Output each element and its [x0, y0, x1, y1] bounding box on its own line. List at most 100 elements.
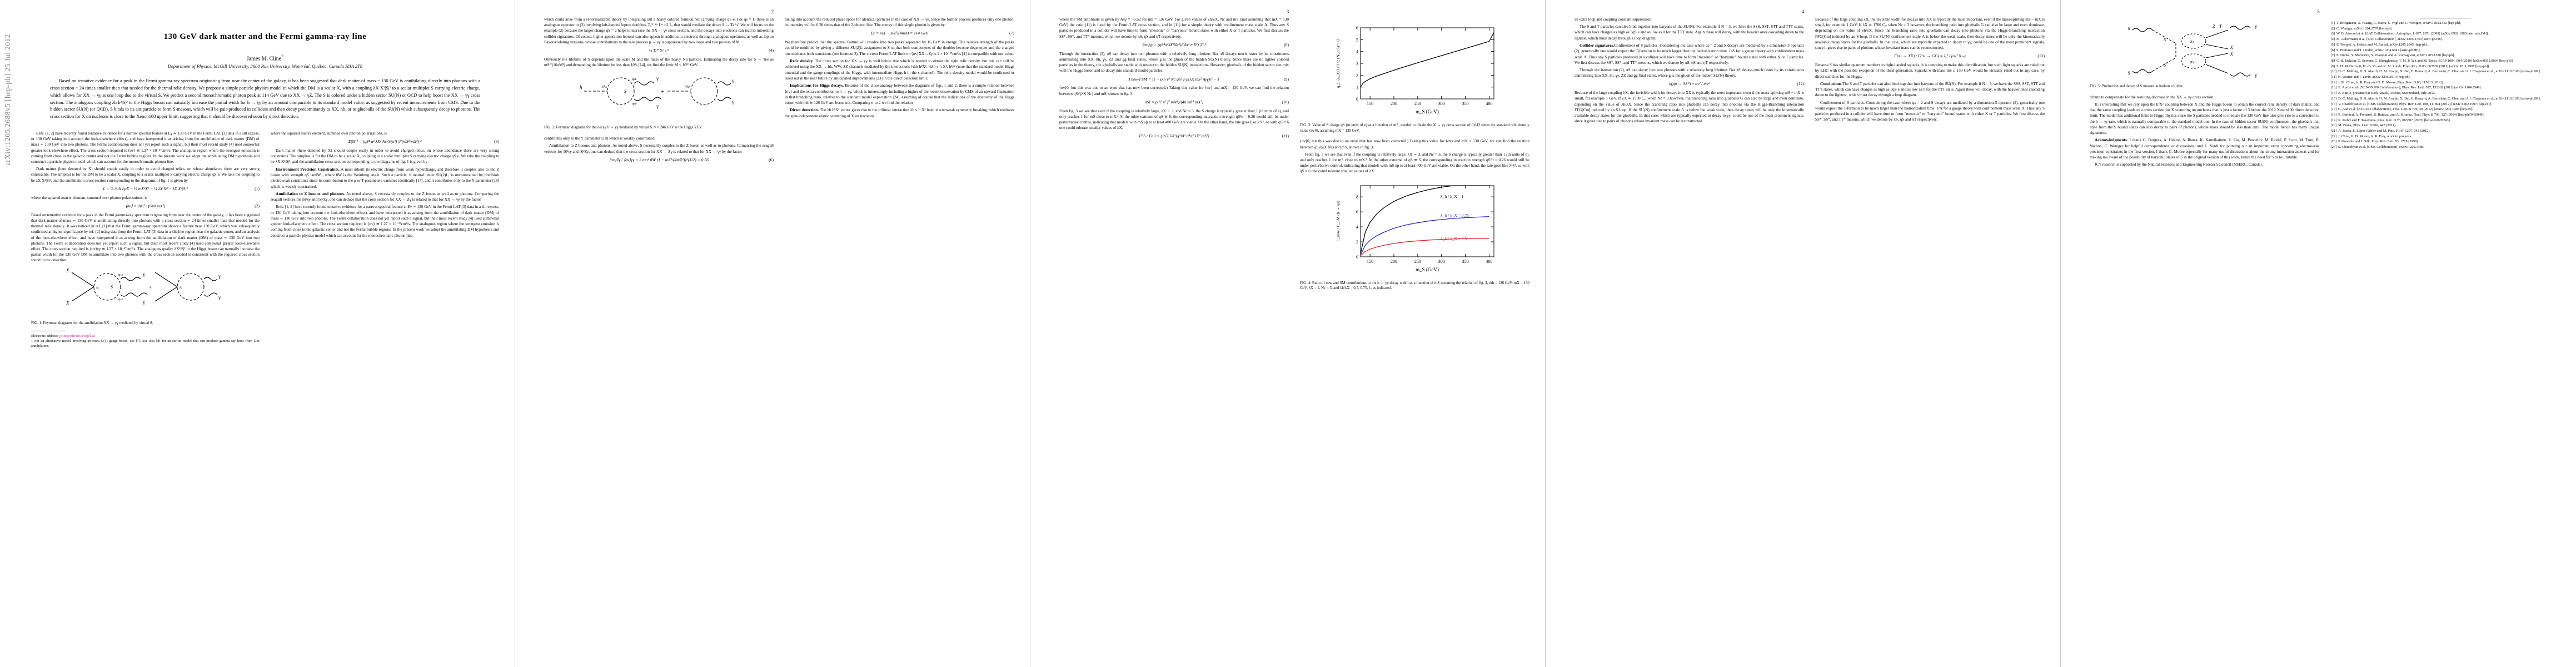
section-body: Annihilation to Z bosons and photons. As… — [544, 143, 774, 154]
paragraph: which could arise from a renormalizable … — [544, 17, 774, 44]
two-column-body: an extra loop and coupling constant supp… — [1575, 17, 2045, 126]
feynman-photon-label: γ — [731, 99, 734, 104]
svg-text:6: 6 — [1356, 210, 1358, 215]
paragraph: We therefore predict that the spectral f… — [785, 40, 1014, 56]
feynman-photon-label: γ — [731, 78, 734, 83]
reference-item: [15] D. C. Malling, D. S. Akerib, H. M. A… — [2331, 97, 2561, 102]
equation-body: σSI = (λh² v² f² mN⁴)/(4π mh⁴ mX²) — [1144, 99, 1204, 104]
collider-x-label: X — [2230, 45, 2234, 50]
paragraph: Collider signatures.Confinement of S par… — [1575, 43, 1804, 66]
collider-z-label: Z — [2213, 24, 2215, 29]
reference-item: [12] J. M. Cline, A. R. Frey and G. D. Mo… — [2331, 81, 2561, 86]
svg-text:0: 0 — [1356, 97, 1358, 102]
svg-text:350: 350 — [1462, 101, 1468, 106]
reference-item: [20] M. Frank, Phys. Lett. B 806, 447 (20… — [2331, 123, 2561, 128]
column-right: 150 200 250 300 350 400 0 1 2 3 4 5 6 m_S (GeV) q_S (λ… — [1300, 17, 1529, 296]
reference-item: [1] T. Bringmann, X. Huang, A. Ibarra, S.… — [2331, 21, 2561, 26]
reference-number: [11] — [2330, 75, 2336, 79]
svg-text:300: 300 — [1438, 101, 1444, 106]
abstract: Based on tentative evidence for a peak i… — [50, 78, 480, 120]
feynman-photon-label: γ — [142, 299, 145, 305]
reference-text: J. Cline, G. D. Moore, A. R. Frey, work … — [2338, 134, 2412, 138]
equation-13: Γ(πₛ → XX) / Γ(πₛ → GG) ≈ λₓ² / (αₛ² Nₘ)… — [1815, 53, 2045, 59]
figure-1-feynman-diagram: X X λₓ S qₛe qₛe γ γ + λₓ γ γ — [31, 267, 260, 318]
two-column-body: Refs. [1, 2] have recently found tentati… — [31, 131, 499, 349]
reference-number: [22] — [2330, 134, 2337, 138]
column-right: taking into account the reduced phase sp… — [785, 17, 1014, 121]
reference-text: T. Bringmann, X. Huang, A. Ibarra, S. Vo… — [2336, 21, 2461, 25]
paragraph: Annihilation to Z bosons and photons. As… — [271, 191, 499, 203]
svg-text:6: 6 — [1356, 26, 1358, 31]
paragraph: Refs. [1, 2] have recently found tentati… — [31, 131, 260, 165]
feynman-charge-label: qₛe — [632, 102, 637, 106]
paragraph: Annihilation to Z bosons and photons. As… — [544, 143, 774, 155]
reference-number: [5] — [2330, 42, 2335, 47]
figure-4-caption: FIG. 4: Ratio of new and SM contribution… — [1300, 281, 1529, 291]
author-text: James M. Cline — [246, 56, 282, 62]
reference-number: [23] — [2330, 140, 2337, 144]
section-heading: Acknowledgments. — [2095, 137, 2128, 143]
reference-text: S. Chatrchyan et al. [CMS Collaboration]… — [2338, 145, 2424, 150]
reference-text: D. C. Malling, D. S. Akerib, H. M. Arauj… — [2338, 96, 2541, 101]
affiliation: Department of Physics, McGill University… — [167, 63, 363, 69]
reference-number: [18] — [2330, 112, 2337, 117]
reference-item: [24] S. Chatrchyan et al. [CMS Collaborat… — [2331, 145, 2561, 150]
paragraph: tribute to compensate for the resulting … — [2090, 94, 2214, 99]
section-body: A must inherit its electric charge from … — [271, 167, 499, 189]
equation-3: Σ|M|² = (qS⁴ α² λX² Nc²)/(π²) |F(mS²/mX²… — [271, 139, 499, 145]
paragraph: ⟨σv⟩0, but this was due to an error that… — [1300, 139, 1529, 150]
equation-number: (9) — [1284, 76, 1289, 82]
reference-item: [13] E. Aprile et al. [XENON100 Collabora… — [2331, 86, 2561, 91]
section-body: The S and T particles can also bind toge… — [1815, 81, 2045, 98]
figure-5-caption: FIG. 5: Production and decay of S mesons… — [2090, 84, 2184, 88]
paragraph: Refs. [1, 2] have recently found tentati… — [271, 205, 499, 238]
svg-text:4: 4 — [1356, 49, 1358, 54]
feynman-photon-label: γ — [656, 76, 659, 81]
reference-text: C. Weniger, arXiv:1204.2797 [hep-ph]. — [2336, 26, 2393, 31]
paragraph: an extra loop and coupling constant supp… — [1575, 17, 1652, 22]
collider-photon-label: γ — [2254, 23, 2257, 29]
column-left: g g S S πₛ πₛ X X γ γ Z T — [2090, 17, 2320, 170]
reference-item: [9] S. D. McDermott, H. -B. Yu and K. M. … — [2331, 64, 2561, 69]
paragraph: Implications for Higgs decays. Because o… — [785, 83, 1014, 106]
paragraph: where the squared matrix element, summed… — [31, 195, 147, 200]
svg-text:300: 300 — [1438, 259, 1444, 264]
feynman-plus-sign: + — [148, 284, 152, 291]
paragraph: Conclusions.The S and T particles can al… — [1815, 81, 2045, 98]
svg-text:λ_h / λ_X = 0.5: λ_h / λ_X = 0.5 — [1441, 236, 1467, 241]
email-link[interactable]: jcline@physics.mcgill.ca — [59, 334, 95, 339]
svg-text:150: 150 — [1367, 259, 1373, 264]
equation-body: ΓSS / Γall = (2√T λX²)/(9Λ² q⁴α² λX² mS²… — [1139, 133, 1209, 139]
svg-text:8: 8 — [1356, 195, 1358, 200]
svg-text:2: 2 — [1356, 73, 1358, 78]
feynman-vertex-label: vλₕ — [685, 84, 690, 89]
figure-3-caption: FIG. 3: Value of S charge qS (in units o… — [1300, 123, 1529, 133]
equation-12: σ(pp → SS*) ≈ αₛ² / mₛ² (12) — [1575, 81, 1804, 87]
feynman-vertex-label: λₓ — [179, 285, 182, 290]
reference-item: [19] K. Kohri and F. Takayama, Phys. Rev.… — [2331, 118, 2561, 123]
reference-number: [7] — [2330, 53, 2335, 58]
svg-text:150: 150 — [1367, 101, 1373, 106]
equation-body: ⟨σv⟩γγ = (qS⁴α²λX²Nc²)/(4π³ mX²) |F|² — [1142, 42, 1206, 47]
reference-text: R. Barbieri, A. Pomarol, R. Rattazzi and… — [2338, 112, 2485, 117]
section-heading: Collider signatures. — [1580, 42, 1615, 48]
svg-text:350: 350 — [1462, 259, 1468, 264]
equation-number: (11) — [1282, 133, 1289, 139]
reference-number: [6] — [2330, 48, 2335, 52]
page-number: 2 — [771, 9, 774, 14]
paragraph: Because of the large coupling λX, the in… — [1575, 91, 1804, 124]
svg-text:q_S (λ_X/3)^1/2 (N_c/3)^1/2: q_S (λ_X/3)^1/2 (N_c/3)^1/2 — [1336, 38, 1341, 88]
reference-number: [13] — [2330, 86, 2337, 90]
paragraph: contributes only to the Y parameter [18]… — [544, 136, 656, 141]
reference-text: E. Aprile et al. [XENON100 Collaboration… — [2338, 86, 2482, 90]
reference-item: [8] C. B. Jackson, G. Servant, G. Shaughn… — [2331, 59, 2561, 64]
reference-number: [14] — [2330, 91, 2337, 96]
page-3: 3 where the SM amplitude is given by Aγγ… — [1030, 0, 1546, 667]
svg-text:0: 0 — [1356, 255, 1358, 260]
section-body: The λh h²X² vertex gives rise to the tri… — [785, 108, 1014, 118]
paragraph: Because S has similar quantum numbers to… — [1815, 63, 2045, 79]
equation-body: L = ½ ∂μX ∂μX − ½ mX²X² − ¼ λX X⁴ − λX X… — [103, 186, 188, 191]
svg-text:200: 200 — [1391, 259, 1397, 264]
section-heading: Implications for Higgs decays. — [790, 83, 844, 88]
